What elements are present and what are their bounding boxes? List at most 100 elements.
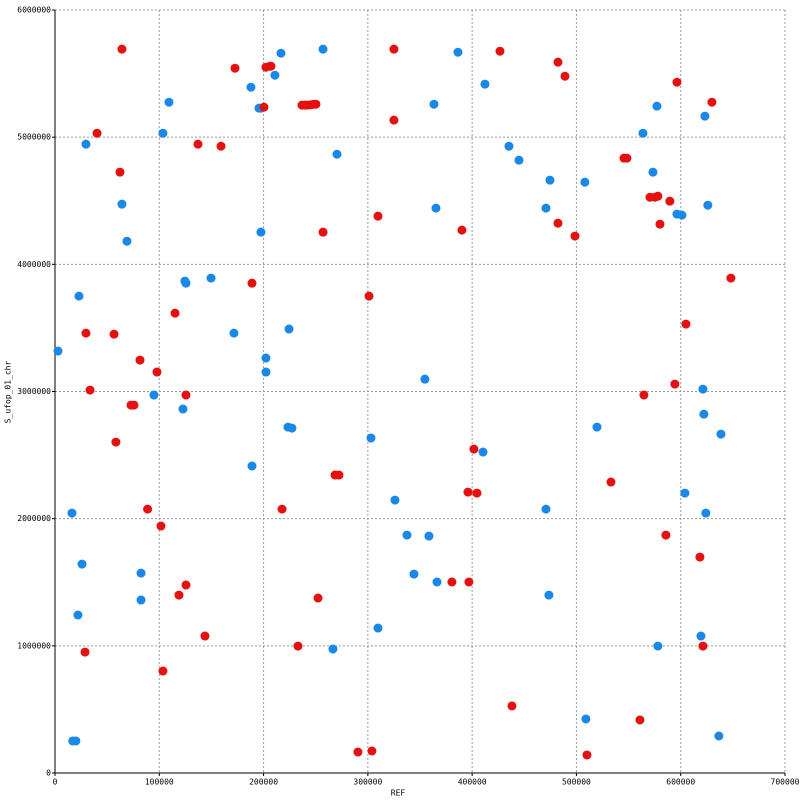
point xyxy=(665,196,675,206)
point xyxy=(149,390,159,400)
y-tick-label: 2000000 xyxy=(17,514,51,523)
x-tick-label: 600000 xyxy=(666,778,695,787)
point xyxy=(136,568,146,578)
point xyxy=(696,631,706,641)
point xyxy=(670,379,680,389)
point xyxy=(390,495,400,505)
point xyxy=(703,200,713,210)
point xyxy=(635,715,645,725)
point xyxy=(170,308,180,318)
point xyxy=(507,701,517,711)
point xyxy=(158,128,168,138)
point xyxy=(541,203,551,213)
point xyxy=(117,199,127,209)
point xyxy=(698,384,708,394)
point xyxy=(181,390,191,400)
point xyxy=(681,319,691,329)
point xyxy=(73,610,83,620)
point xyxy=(332,149,342,159)
point xyxy=(545,175,555,185)
x-tick-label: 700000 xyxy=(771,778,800,787)
point xyxy=(432,577,442,587)
point xyxy=(402,530,412,540)
point xyxy=(457,225,467,235)
point xyxy=(580,177,590,187)
point xyxy=(653,191,663,201)
y-tick-label: 6000000 xyxy=(17,6,51,15)
point xyxy=(677,210,687,220)
x-tick-label: 0 xyxy=(53,778,58,787)
point xyxy=(472,488,482,498)
point xyxy=(247,278,257,288)
point xyxy=(256,227,266,237)
point xyxy=(313,593,323,603)
point xyxy=(726,273,736,283)
point xyxy=(653,641,663,651)
point xyxy=(366,433,376,443)
point xyxy=(622,153,632,163)
point xyxy=(373,211,383,221)
point xyxy=(424,531,434,541)
point xyxy=(701,508,711,518)
point xyxy=(544,590,554,600)
point xyxy=(672,77,682,87)
point xyxy=(143,504,153,514)
y-tick-label: 5000000 xyxy=(17,133,51,142)
point xyxy=(277,504,287,514)
point xyxy=(570,231,580,241)
point xyxy=(216,141,226,151)
point xyxy=(74,291,84,301)
point xyxy=(318,227,328,237)
point xyxy=(389,115,399,125)
point xyxy=(109,329,119,339)
x-tick-label: 100000 xyxy=(145,778,174,787)
point xyxy=(638,128,648,138)
point xyxy=(480,79,490,89)
point xyxy=(582,750,592,760)
point xyxy=(700,111,710,121)
point xyxy=(655,219,665,229)
point xyxy=(129,400,139,410)
point xyxy=(707,97,717,107)
point xyxy=(284,324,294,334)
point xyxy=(117,44,127,54)
point xyxy=(581,714,591,724)
point xyxy=(318,44,328,54)
point xyxy=(67,508,77,518)
y-tick-label: 1000000 xyxy=(17,641,51,650)
point xyxy=(652,101,662,111)
x-tick-label: 400000 xyxy=(458,778,487,787)
x-tick-label: 200000 xyxy=(249,778,278,787)
point xyxy=(115,167,125,177)
point xyxy=(328,644,338,654)
point xyxy=(122,236,132,246)
x-tick-label: 300000 xyxy=(353,778,382,787)
point xyxy=(699,409,709,419)
point xyxy=(81,139,91,149)
point xyxy=(85,385,95,395)
point xyxy=(77,559,87,569)
point xyxy=(364,291,374,301)
point xyxy=(266,61,276,71)
point xyxy=(311,99,321,109)
point xyxy=(431,203,441,213)
point xyxy=(80,647,90,657)
point xyxy=(420,374,430,384)
point xyxy=(247,461,257,471)
point xyxy=(53,346,63,356)
point xyxy=(229,328,239,338)
point xyxy=(606,477,616,487)
point xyxy=(261,367,271,377)
point xyxy=(541,504,551,514)
point xyxy=(639,390,649,400)
point xyxy=(714,731,724,741)
point xyxy=(181,580,191,590)
point xyxy=(478,447,488,457)
point xyxy=(71,736,81,746)
point xyxy=(367,746,377,756)
point xyxy=(246,82,256,92)
point xyxy=(152,367,162,377)
point xyxy=(716,429,726,439)
